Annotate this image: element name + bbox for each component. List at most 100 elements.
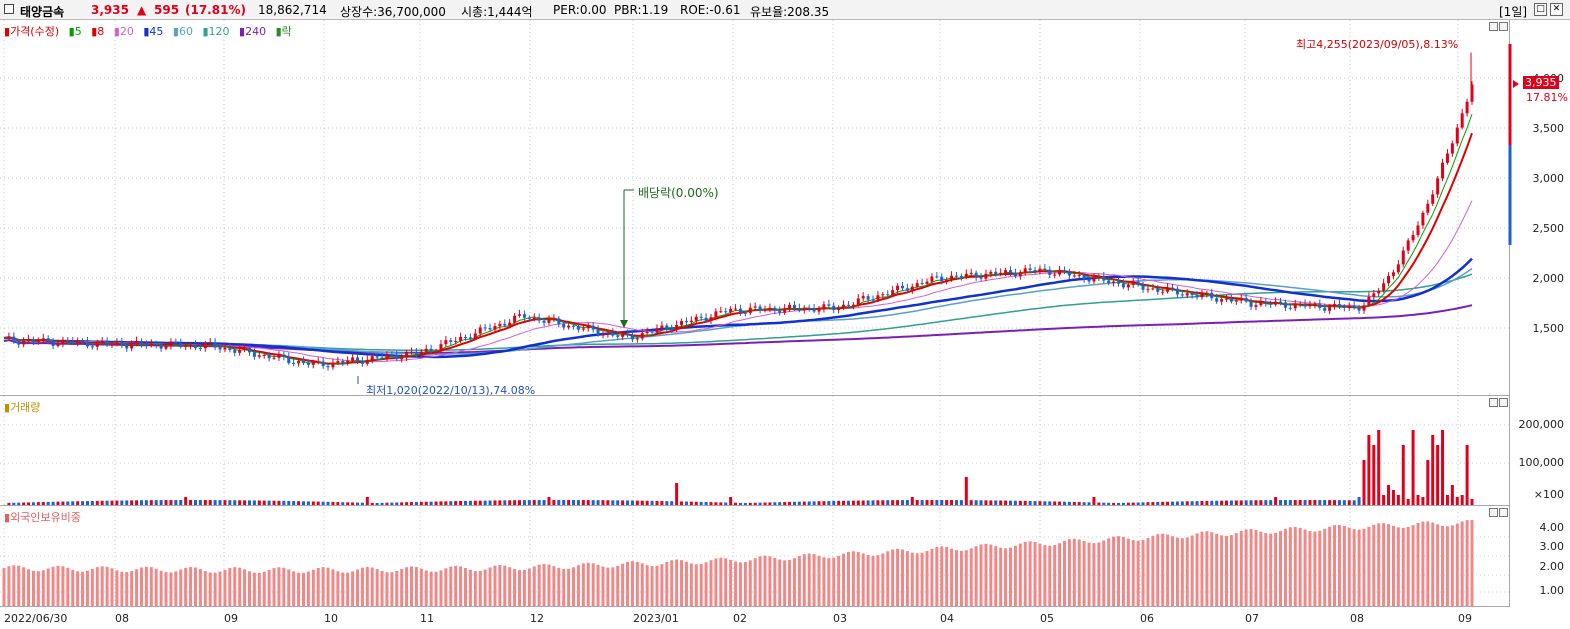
maximize-icon[interactable]: □ [1534, 3, 1547, 16]
select-checkbox[interactable] [4, 4, 14, 14]
candle-body [994, 271, 998, 275]
candle-body [1018, 272, 1022, 277]
candle-body [1033, 270, 1037, 272]
foreign-bar [336, 571, 340, 606]
foreign-close-icon[interactable] [1499, 508, 1508, 517]
foreign-bar [719, 557, 723, 606]
stock-name[interactable]: 태양금속 [20, 5, 65, 19]
panel-minimize-icon[interactable] [1489, 22, 1498, 31]
candle-body [341, 361, 345, 363]
foreign-bar [71, 569, 75, 606]
candle-body [12, 336, 16, 342]
volume-legend[interactable]: ▮거래량 [4, 401, 41, 414]
foreign-bar [27, 569, 31, 606]
foreign-legend[interactable]: ▮외국인보유비중 [4, 511, 81, 524]
candle-body [1337, 304, 1341, 307]
candle-body [410, 351, 414, 353]
volume-bar [935, 500, 939, 505]
candle-body [586, 325, 590, 329]
foreign-bar [827, 558, 831, 606]
volume-bar [90, 500, 94, 505]
ma45-line [3, 257, 1473, 359]
volume-bar [807, 501, 811, 505]
candle-body [1465, 101, 1469, 114]
close-icon[interactable]: ✕ [1550, 3, 1563, 16]
legend-ma20[interactable]: ▮20 [113, 25, 134, 38]
foreign-bar [1087, 542, 1091, 606]
candle-body [144, 343, 148, 346]
volume-minimize-icon[interactable] [1489, 398, 1498, 407]
volume-bar [979, 500, 983, 505]
volume-bar [292, 501, 296, 505]
foreign-minimize-icon[interactable] [1489, 508, 1498, 517]
volume-bar [228, 500, 232, 505]
candle-body [738, 308, 742, 313]
volume-bar [1411, 430, 1415, 505]
volume-bar [17, 502, 21, 505]
x-label: 03 [833, 612, 847, 625]
legend-ma5[interactable]: ▮5 [68, 25, 82, 38]
price-tick: 2,000 [1532, 272, 1565, 285]
foreign-bar [1171, 536, 1175, 606]
foreign-bar [1455, 523, 1459, 606]
candle-body [773, 307, 777, 311]
volume-bar [1048, 501, 1052, 505]
ma60-line [3, 267, 1473, 355]
volume-close-icon[interactable] [1499, 398, 1508, 407]
volume-panel[interactable] [0, 396, 1510, 506]
foreign-bar [292, 571, 296, 606]
volume-bar [478, 500, 482, 505]
candle-body [1274, 301, 1278, 305]
candle-body [400, 357, 404, 360]
volume-tick: 100,000 [1518, 456, 1565, 469]
candle-body [778, 310, 782, 313]
period-selector[interactable]: [1일] [1499, 5, 1528, 19]
legend-ma60[interactable]: ▮60 [172, 25, 193, 38]
volume-bar [429, 501, 433, 505]
foreign-ownership-panel[interactable] [0, 506, 1510, 607]
foreign-bar [1102, 540, 1106, 606]
candle-body [616, 335, 620, 337]
legend-price[interactable]: ▮가격(수정) [4, 25, 60, 38]
candle-body [930, 276, 934, 282]
candle-body [1225, 298, 1229, 300]
foreign-bar [326, 567, 330, 606]
candle-body [1254, 305, 1258, 307]
volume-bar [866, 500, 870, 505]
volume-bar [213, 500, 217, 505]
candle-body [1048, 269, 1052, 275]
candle-body [959, 276, 963, 278]
candle-body [154, 343, 158, 345]
foreign-bar [670, 560, 674, 606]
foreign-bar [812, 554, 816, 606]
volume-bar [1445, 495, 1449, 505]
volume-bar [758, 502, 762, 505]
candle-body [1067, 271, 1071, 276]
legend-ma8[interactable]: ▮8 [91, 25, 105, 38]
up-arrow-icon: ▲ [137, 3, 147, 17]
candle-body [51, 341, 55, 346]
legend-ma240[interactable]: ▮240 [239, 25, 267, 38]
volume-bar [1229, 500, 1233, 505]
candle-body [851, 304, 855, 306]
candle-body [1416, 225, 1420, 235]
candle-body [817, 309, 821, 312]
candle-body [1347, 305, 1351, 308]
candle-body [719, 311, 723, 313]
volume-bar [125, 500, 129, 505]
candle-body [881, 294, 885, 296]
volume-bar [1220, 500, 1224, 505]
foreign-bar [984, 543, 988, 606]
volume-bar [321, 501, 325, 505]
foreign-bar [1043, 545, 1047, 606]
per-value: PER:0.00 [553, 3, 607, 17]
candle-body [22, 341, 26, 345]
candle-body [842, 304, 846, 309]
legend-ma45[interactable]: ▮45 [143, 25, 164, 38]
candle-body [1396, 264, 1400, 273]
volume-bar [449, 501, 453, 505]
volume-bar [601, 500, 605, 505]
panel-close-icon[interactable] [1499, 22, 1508, 31]
legend-ex-rights[interactable]: ▮락 [275, 25, 292, 38]
candle-body [1151, 288, 1155, 290]
